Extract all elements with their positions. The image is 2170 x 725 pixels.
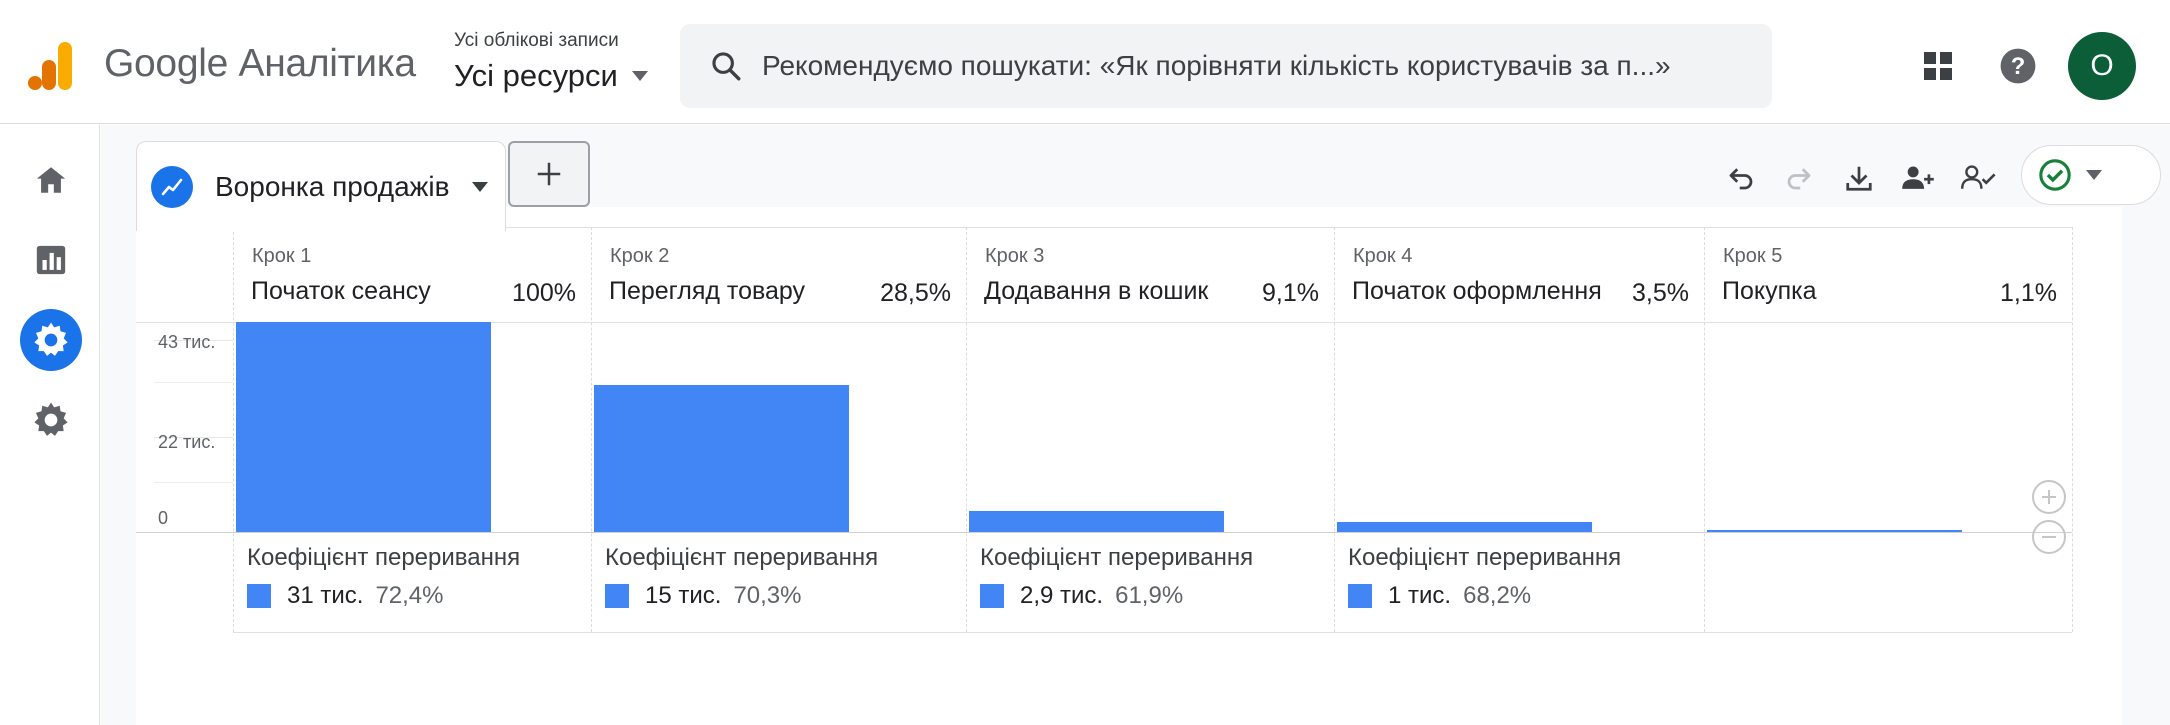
download-icon[interactable] — [1834, 153, 1884, 203]
funnel-bar[interactable] — [236, 322, 491, 532]
axis-tick — [154, 482, 233, 483]
abandonment-rate: 68,2% — [1463, 582, 1532, 609]
step-number: Крок 2 — [610, 245, 670, 267]
funnel-bar[interactable] — [969, 511, 1224, 532]
search-placeholder: Рекомендуємо пошукати: «Як порівняти кіл… — [762, 50, 1671, 81]
abandonment-rate: 70,3% — [733, 582, 802, 609]
avatar[interactable]: O — [2068, 32, 2136, 100]
save-status-button[interactable] — [2021, 145, 2161, 205]
chevron-down-icon[interactable] — [471, 181, 488, 192]
y-axis-tick-label: 0 — [158, 508, 169, 528]
step-name: Початок оформлення — [1352, 277, 1602, 305]
abandonment-row: 15 тис. 70,3% — [605, 582, 802, 610]
abandonment-rate: 72,4% — [375, 582, 444, 609]
legend-swatch — [980, 584, 1004, 608]
abandonment-rate-label: Коефіцієнт переривання — [247, 544, 521, 571]
top-app-bar: Google Аналітика Усі облікові записи Усі… — [0, 0, 2170, 124]
app-name: Google Аналітика — [104, 42, 416, 85]
add-user-icon[interactable] — [1893, 153, 1943, 203]
abandonment-row: 31 тис. 72,4% — [247, 582, 444, 610]
abandonment-count: 1 тис. — [1388, 582, 1452, 609]
chevron-down-icon — [631, 71, 648, 81]
help-icon[interactable]: ? — [1990, 38, 2046, 94]
step-name: Перегляд товару — [609, 277, 806, 305]
undo-icon[interactable] — [1716, 153, 1766, 203]
funnel-bar[interactable] — [594, 385, 849, 532]
zoom-in-icon[interactable] — [2032, 480, 2066, 514]
column-divider — [591, 227, 592, 632]
analytics-logo-icon[interactable] — [26, 38, 76, 94]
abandonment-row: 1 тис. 68,2% — [1348, 582, 1531, 610]
search-bar[interactable]: Рекомендуємо пошукати: «Як порівняти кіл… — [680, 24, 1772, 108]
step-number: Крок 3 — [985, 245, 1045, 267]
home-icon[interactable] — [20, 149, 82, 211]
abandonment-rate-label: Коефіцієнт переривання — [980, 544, 1254, 571]
grid-line-top — [233, 227, 2072, 228]
y-axis-tick-label: 43 тис. — [158, 332, 216, 352]
account-caption: Усі облікові записи — [454, 30, 619, 51]
column-divider — [2072, 227, 2073, 632]
property-selector[interactable]: Усі ресурси — [454, 58, 648, 94]
abandonment-row: 2,9 тис. 61,9% — [980, 582, 1183, 610]
redo-icon[interactable] — [1774, 153, 1824, 203]
column-divider — [233, 227, 234, 632]
configure-icon[interactable] — [20, 309, 82, 371]
legend-swatch — [605, 584, 629, 608]
step-name: Початок сеансу — [251, 277, 431, 305]
grid-line-baseline — [136, 532, 2072, 533]
axis-tick — [154, 382, 233, 383]
grid-line-plot-top — [136, 322, 2072, 323]
abandonment-rate-label: Коефіцієнт переривання — [605, 544, 879, 571]
step-number: Крок 1 — [252, 245, 312, 267]
step-number: Крок 4 — [1353, 245, 1413, 267]
step-percentage: 1,1% — [2000, 279, 2057, 307]
axis-tick — [154, 340, 233, 341]
zoom-out-icon[interactable] — [2032, 520, 2066, 554]
column-divider — [1334, 227, 1335, 632]
legend-swatch — [247, 584, 271, 608]
grid-line-table-bottom — [233, 632, 2072, 633]
funnel-bar[interactable] — [1707, 530, 1962, 532]
column-divider — [1704, 227, 1705, 632]
abandonment-count: 31 тис. — [287, 582, 364, 609]
step-number: Крок 5 — [1723, 245, 1783, 267]
step-name: Додавання в кошик — [984, 277, 1209, 305]
step-percentage: 3,5% — [1632, 279, 1689, 307]
funnel-bar[interactable] — [1337, 522, 1592, 532]
check-circle-icon — [2039, 159, 2071, 191]
add-tab-button[interactable] — [508, 141, 590, 207]
abandonment-count: 2,9 тис. — [1020, 582, 1104, 609]
step-percentage: 100% — [512, 279, 576, 307]
reports-icon[interactable] — [20, 229, 82, 291]
funnel-card: 43 тис. 22 тис. 0 Крок 1 Початок сеансу 100% К… — [136, 207, 2122, 725]
trend-icon — [151, 165, 193, 208]
step-percentage: 9,1% — [1262, 279, 1319, 307]
left-navigation — [0, 125, 100, 725]
column-divider — [966, 227, 967, 632]
step-percentage: 28,5% — [880, 279, 951, 307]
abandonment-rate-label: Коефіцієнт переривання — [1348, 544, 1622, 571]
svg-text:?: ? — [2011, 53, 2026, 80]
abandonment-count: 15 тис. — [645, 582, 722, 609]
y-axis-tick-label: 22 тис. — [158, 432, 216, 452]
admin-gear-icon[interactable] — [20, 389, 82, 451]
tab-label: Воронка продажів — [215, 170, 450, 202]
tab-sales-funnel[interactable]: Воронка продажів — [136, 141, 506, 231]
main-content: 43 тис. 22 тис. 0 Крок 1 Початок сеансу 100% К… — [101, 125, 2170, 725]
share-users-icon[interactable] — [1954, 153, 2004, 203]
legend-swatch — [1348, 584, 1372, 608]
search-icon — [706, 46, 746, 86]
axis-tick — [154, 437, 233, 438]
chevron-down-icon — [2086, 170, 2102, 180]
apps-grid-icon[interactable] — [1910, 38, 1966, 94]
plus-icon — [537, 162, 561, 186]
step-name: Покупка — [1722, 277, 1817, 305]
abandonment-rate: 61,9% — [1115, 582, 1184, 609]
property-selector-label: Усі ресурси — [454, 58, 618, 93]
